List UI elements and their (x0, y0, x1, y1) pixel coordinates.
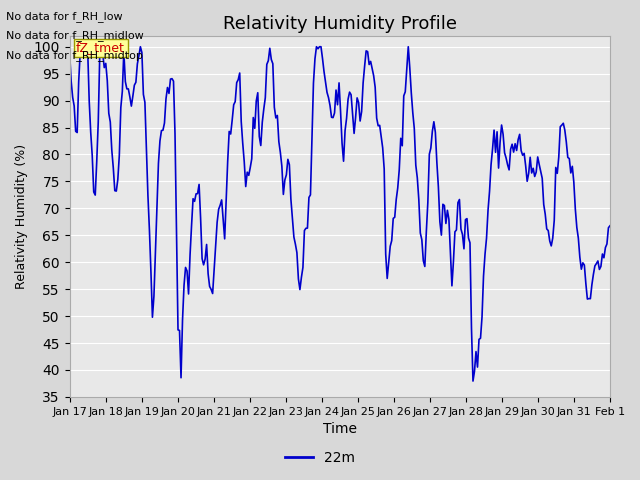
Text: fZ_tmet: fZ_tmet (76, 41, 125, 54)
Text: No data for f_RH_low: No data for f_RH_low (6, 11, 123, 22)
Text: No data for f_RH_midtop: No data for f_RH_midtop (6, 49, 143, 60)
Text: No data for f_RH_midlow: No data for f_RH_midlow (6, 30, 144, 41)
X-axis label: Time: Time (323, 422, 356, 436)
Y-axis label: Relativity Humidity (%): Relativity Humidity (%) (15, 144, 28, 289)
Legend: 22m: 22m (280, 445, 360, 471)
Title: Relativity Humidity Profile: Relativity Humidity Profile (223, 15, 457, 33)
